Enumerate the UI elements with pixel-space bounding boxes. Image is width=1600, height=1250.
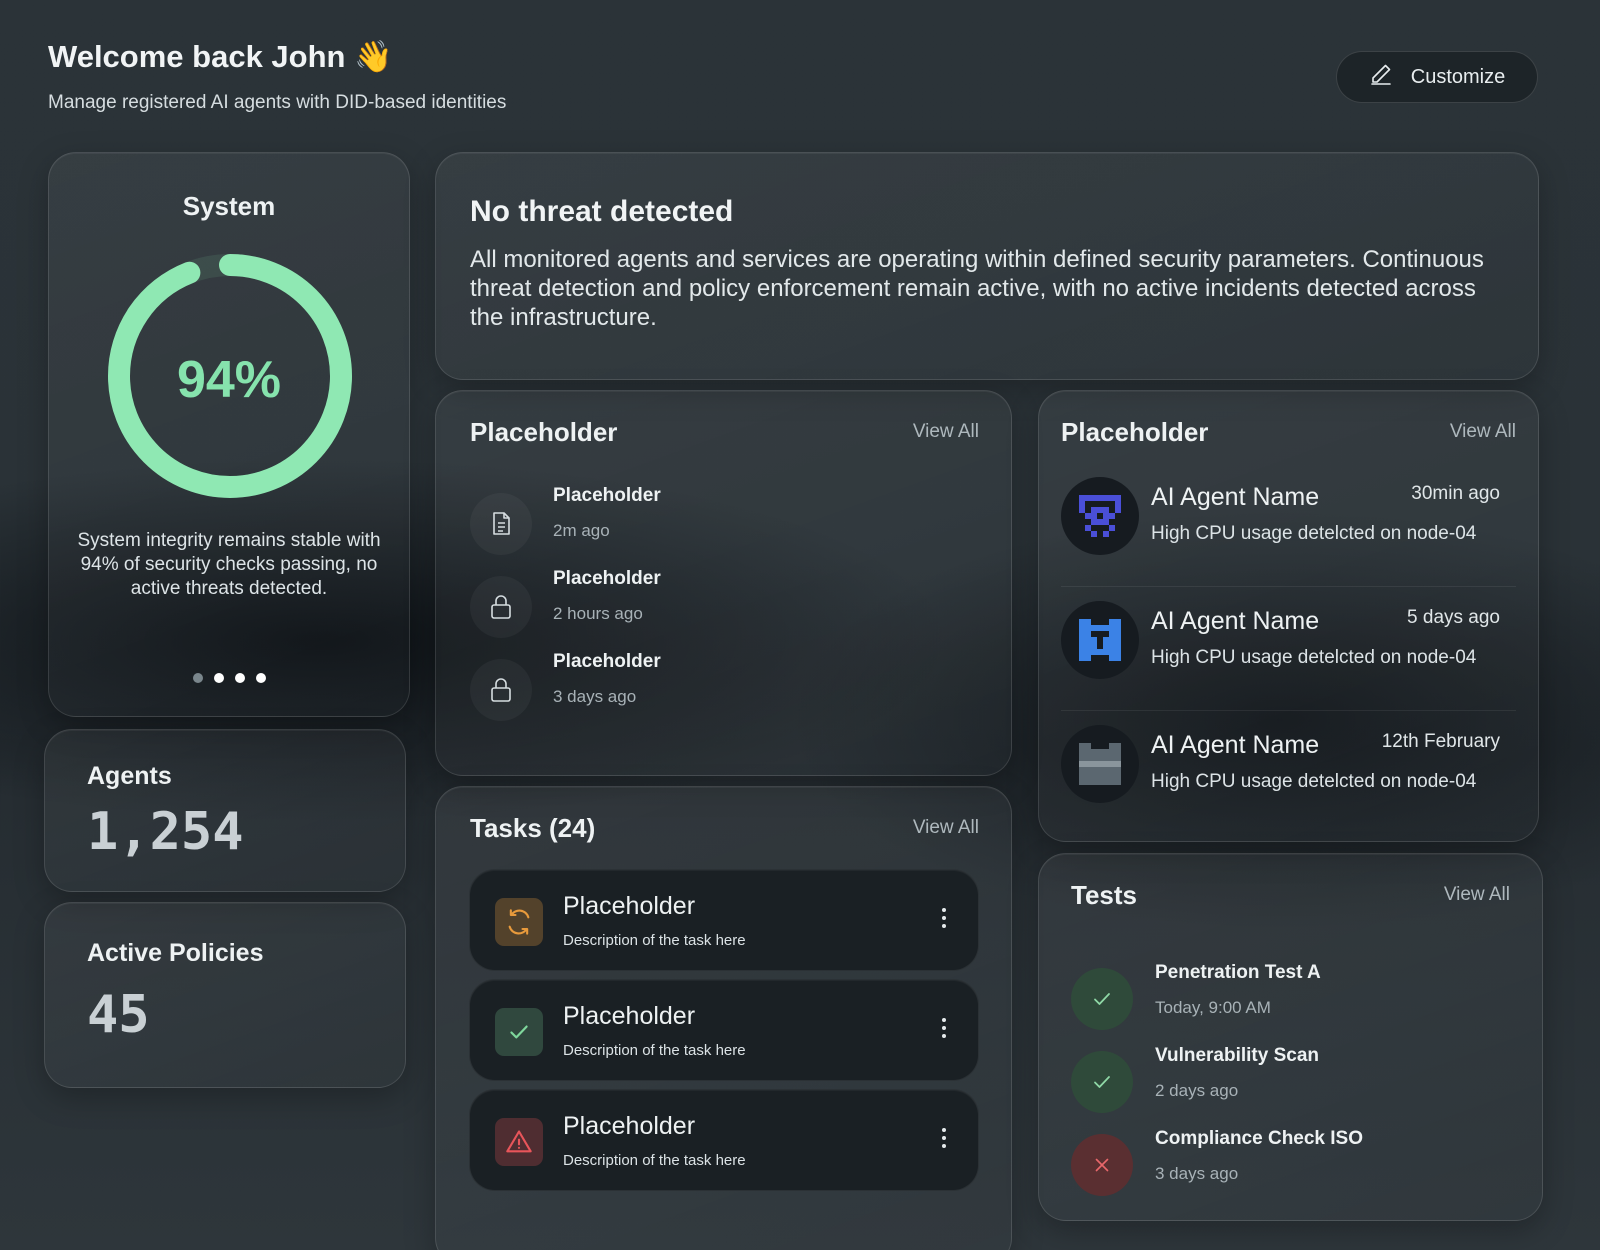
tasks-view-all-link[interactable]: View All	[912, 817, 979, 838]
test-time: Today, 9:00 AM	[1155, 998, 1271, 1017]
activity-item-time: 2 hours ago	[553, 604, 643, 623]
agents-card[interactable]: Agents 1,254	[44, 729, 406, 892]
test-name: Compliance Check ISO	[1155, 1128, 1364, 1149]
agents-label: Agents	[87, 762, 172, 790]
lock-icon	[470, 576, 532, 638]
agent-alert-description: High CPU usage detelcted on node-04	[1151, 647, 1477, 668]
task-description: Description of the task here	[563, 1152, 746, 1169]
test-item[interactable]: Penetration Test A Today, 9:00 AM	[1071, 962, 1522, 1032]
document-icon	[470, 493, 532, 555]
agent-alerts-view-all-link[interactable]: View All	[1449, 421, 1516, 442]
agent-name: AI Agent Name	[1151, 607, 1320, 635]
check-icon	[495, 1008, 543, 1056]
task-description: Description of the task here	[563, 932, 746, 949]
system-title: System	[182, 191, 276, 221]
activity-item[interactable]: Placeholder 3 days ago	[470, 651, 981, 721]
agent-alert-time: 5 days ago	[1407, 607, 1500, 628]
agent-avatar	[1061, 725, 1139, 803]
agent-alerts-title: Placeholder	[1061, 417, 1209, 447]
close-icon	[1071, 1134, 1133, 1196]
agent-alert-row[interactable]: AI Agent Name 5 days ago High CPU usage …	[1061, 601, 1516, 711]
policies-label: Active Policies	[87, 939, 264, 967]
page-title: Welcome back John 👋	[48, 39, 393, 74]
agent-alert-description: High CPU usage detelcted on node-04	[1151, 771, 1477, 792]
threat-status-card: No threat detected All monitored agents …	[435, 152, 1539, 380]
refresh-icon	[495, 898, 543, 946]
activity-item[interactable]: Placeholder 2 hours ago	[470, 568, 981, 638]
customize-label: Customize	[1410, 65, 1506, 88]
test-name: Vulnerability Scan	[1155, 1045, 1320, 1066]
threat-description: All monitored agents and services are op…	[470, 246, 1484, 331]
task-name: Placeholder	[563, 1112, 696, 1140]
test-item[interactable]: Compliance Check ISO 3 days ago	[1071, 1128, 1522, 1198]
carousel-dot[interactable]	[255, 673, 266, 683]
activity-item-name: Placeholder	[553, 568, 661, 589]
agent-alert-row[interactable]: AI Agent Name 30min ago High CPU usage d…	[1061, 477, 1516, 587]
task-item[interactable]: Placeholder Description of the task here	[469, 869, 979, 971]
activity-item-time: 3 days ago	[553, 687, 637, 706]
warning-icon	[495, 1118, 543, 1166]
tests-card: Tests View All Penetration Test A Today,…	[1038, 853, 1543, 1221]
test-time: 2 days ago	[1155, 1081, 1239, 1100]
test-name: Penetration Test A	[1155, 962, 1321, 983]
system-description: System integrity remains stable with 94%…	[77, 530, 381, 599]
activity-card: Placeholder View All Placeholder 2m ago …	[435, 390, 1012, 776]
tests-view-all-link[interactable]: View All	[1443, 884, 1510, 905]
check-icon	[1071, 1051, 1133, 1113]
test-time: 3 days ago	[1155, 1164, 1239, 1183]
tests-title: Tests	[1071, 880, 1137, 910]
agent-avatar	[1061, 477, 1139, 555]
task-item[interactable]: Placeholder Description of the task here	[469, 1089, 979, 1191]
test-item[interactable]: Vulnerability Scan 2 days ago	[1071, 1045, 1522, 1115]
activity-item-name: Placeholder	[553, 651, 661, 672]
task-name: Placeholder	[563, 1002, 696, 1030]
pencil-icon	[1369, 62, 1393, 92]
agents-count: 1,254	[87, 802, 244, 862]
activity-item-time: 2m ago	[553, 521, 610, 540]
task-menu-button[interactable]	[942, 908, 946, 928]
agent-alert-row[interactable]: AI Agent Name 12th February High CPU usa…	[1061, 725, 1516, 835]
agent-name: AI Agent Name	[1151, 731, 1320, 759]
carousel-dot[interactable]	[234, 673, 245, 683]
task-item[interactable]: Placeholder Description of the task here	[469, 979, 979, 1081]
agent-alert-description: High CPU usage detelcted on node-04	[1151, 523, 1477, 544]
activity-item[interactable]: Placeholder 2m ago	[470, 485, 981, 555]
agent-alerts-card: Placeholder View All AI Agent Name 30min…	[1038, 390, 1539, 842]
task-description: Description of the task here	[563, 1042, 746, 1059]
agent-avatar	[1061, 601, 1139, 679]
system-score-ring	[108, 254, 352, 498]
carousel-dot[interactable]	[192, 673, 203, 683]
customize-button[interactable]: Customize	[1336, 51, 1538, 103]
task-menu-button[interactable]	[942, 1018, 946, 1038]
task-menu-button[interactable]	[942, 1128, 946, 1148]
system-card: System 94% System integrity remains stab…	[48, 152, 410, 717]
activity-item-name: Placeholder	[553, 485, 661, 506]
tasks-card: Tasks (24) View All Placeholder Descript…	[435, 786, 1012, 1250]
activity-view-all-link[interactable]: View All	[912, 421, 979, 442]
task-name: Placeholder	[563, 892, 696, 920]
policies-card[interactable]: Active Policies 45	[44, 902, 406, 1088]
carousel-dots[interactable]	[49, 673, 409, 683]
tasks-title: Tasks (24)	[470, 813, 596, 843]
carousel-dot[interactable]	[213, 673, 224, 683]
threat-title: No threat detected	[470, 195, 734, 228]
agent-alert-time: 30min ago	[1411, 483, 1500, 504]
check-icon	[1071, 968, 1133, 1030]
agent-alert-time: 12th February	[1381, 731, 1500, 752]
page-subtitle: Manage registered AI agents with DID-bas…	[48, 92, 507, 113]
system-score-value: 94%	[176, 351, 282, 409]
activity-title: Placeholder	[470, 417, 618, 447]
agent-name: AI Agent Name	[1151, 483, 1320, 511]
policies-count: 45	[87, 985, 150, 1045]
lock-icon	[470, 659, 532, 721]
